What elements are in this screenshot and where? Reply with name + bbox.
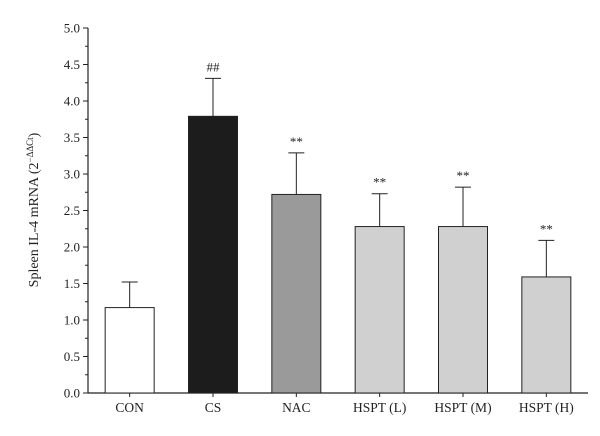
bars-group xyxy=(104,77,572,394)
y-tick-label: 4.0 xyxy=(64,94,80,109)
significance-label: ## xyxy=(207,59,221,74)
axes xyxy=(83,27,588,397)
bar xyxy=(188,115,238,394)
x-tick-label: HSPT (H) xyxy=(519,400,574,415)
bar xyxy=(271,193,322,394)
x-tick-label: HSPT (L) xyxy=(353,400,406,415)
x-tick-label: HSPT (M) xyxy=(434,400,491,415)
y-tick-label: 0.0 xyxy=(64,386,80,401)
labels-group: 0.0 0.5 1.0 1.5 2.0 2.5 3.0 3.5 4.0 4.5 5.0 CON ## CS… xyxy=(64,21,574,416)
significance-label: ** xyxy=(540,221,553,236)
y-tick-label: 5.0 xyxy=(64,21,80,36)
bar xyxy=(104,307,155,394)
y-axis-label: Spleen IL-4 mRNA (2−ΔΔCt) xyxy=(25,132,42,287)
y-tick-label: 4.5 xyxy=(64,57,80,72)
y-tick-label: 1.0 xyxy=(64,313,80,328)
bar xyxy=(354,226,405,394)
significance-label: ** xyxy=(290,134,303,149)
y-tick-label: 2.5 xyxy=(64,203,80,218)
y-tick-label: 3.0 xyxy=(64,167,80,182)
x-tick-label: NAC xyxy=(282,400,311,415)
y-tick-label: 0.5 xyxy=(64,349,80,364)
y-tick-label: 1.5 xyxy=(64,276,80,291)
significance-label: ** xyxy=(373,175,386,190)
bar xyxy=(521,276,572,394)
bar xyxy=(438,226,488,394)
significance-label: ** xyxy=(457,168,470,183)
x-tick-label: CS xyxy=(205,400,222,415)
y-axis-title: Spleen IL-4 mRNA (2−ΔΔCt) xyxy=(25,132,42,287)
x-tick-label: CON xyxy=(115,400,144,415)
y-tick-label: 3.5 xyxy=(64,130,80,145)
y-tick-label: 2.0 xyxy=(64,240,80,255)
